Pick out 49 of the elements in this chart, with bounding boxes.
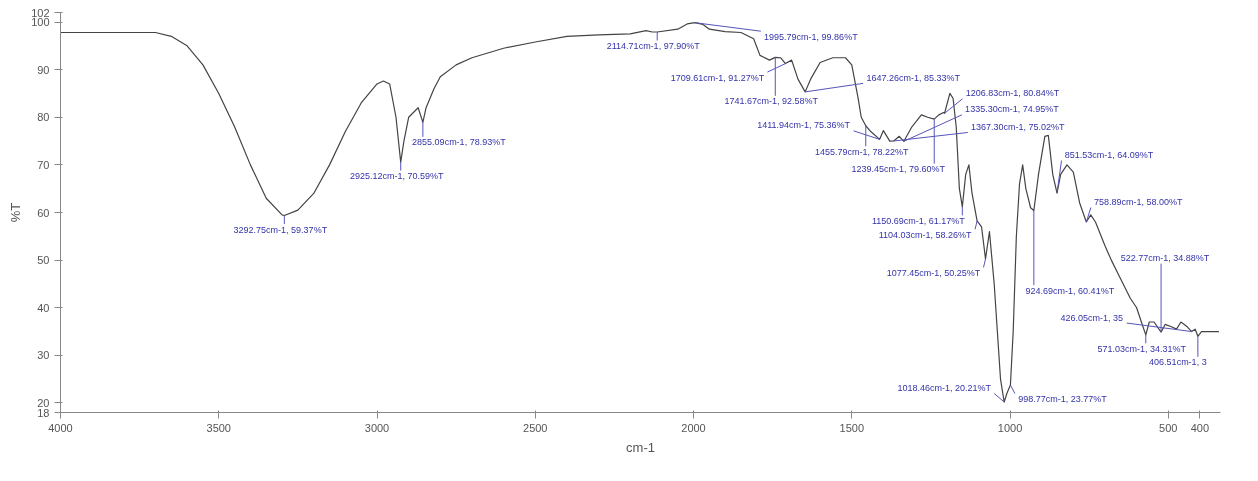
annotation: 998.77cm-1, 23.77%T xyxy=(1018,394,1108,405)
annotation: 1455.79cm-1, 78.22%T xyxy=(814,146,910,157)
y-tick-label: 90 xyxy=(37,63,50,76)
x-tick-label: 1500 xyxy=(839,421,865,434)
y-tick-label: 102 xyxy=(31,6,50,19)
x-tick-label: 500 xyxy=(1159,421,1178,434)
annotation: 1367.30cm-1, 75.02%T xyxy=(970,121,1066,132)
annotation: 758.89cm-1, 58.00%T xyxy=(1094,197,1184,208)
annotation: 1741.67cm-1, 92.58%T xyxy=(724,96,819,107)
annotation: 2925.12cm-1, 70.59%T xyxy=(349,171,444,182)
x-tick-label: 400 xyxy=(1190,421,1210,434)
annotation: 924.69cm-1, 60.41%T xyxy=(1025,285,1115,296)
annotation: 1647.26cm-1, 85.33%T xyxy=(866,72,961,83)
y-tick-label: 30 xyxy=(37,349,50,362)
x-tick-label: 3000 xyxy=(364,421,390,434)
x-tick-label: 3500 xyxy=(206,421,231,434)
annotation: 1335.30cm-1, 74.95%T xyxy=(965,104,1060,115)
y-tick-label: 20 xyxy=(37,396,50,409)
x-tick-label: 4000 xyxy=(48,421,73,434)
annotation: 851.53cm-1, 64.09%T xyxy=(1064,150,1154,161)
y-axis-title: %T xyxy=(8,202,24,223)
annotation: 1150.69cm-1, 61.17%T xyxy=(871,215,966,226)
y-tick-label: 100 xyxy=(31,16,50,29)
annotation: 1239.45cm-1, 79.60%T xyxy=(851,164,946,175)
annotation: 1411.94cm-1, 75.36%T xyxy=(757,120,851,131)
y-tick-label: 18 xyxy=(37,406,50,419)
annotation: 571.03cm-1, 34.31%T xyxy=(1097,343,1187,354)
annotation: 1995.79cm-1, 99.86%T xyxy=(764,31,859,42)
annotation: 426.05cm-1, 35 xyxy=(1060,312,1123,323)
annotation: 2855.09cm-1, 78.93%T xyxy=(412,137,507,148)
annotation: 3292.75cm-1, 59.37%T xyxy=(233,224,328,235)
annotation: 1018.46cm-1, 20.21%T xyxy=(897,382,992,393)
y-tick-label: 60 xyxy=(37,206,50,219)
y-tick-label: 50 xyxy=(37,254,50,267)
annotation: 406.51cm-1, 3 xyxy=(1149,357,1207,368)
x-tick-label: 1000 xyxy=(997,421,1023,434)
line-series xyxy=(60,22,1220,403)
annotation: 2114.71cm-1, 97.90%T xyxy=(606,41,701,52)
annotation: 1077.45cm-1, 50.25%T xyxy=(886,267,981,278)
y-tick-label: 80 xyxy=(37,111,50,124)
x-tick-label: 2500 xyxy=(523,421,548,434)
x-axis-title: cm-1 xyxy=(626,439,655,455)
x-tick-label: 2000 xyxy=(681,421,706,434)
annotation: 522.77cm-1, 34.88%T xyxy=(1120,253,1210,264)
y-tick-label: 70 xyxy=(37,158,50,171)
annotation: 1104.03cm-1, 58.26%T xyxy=(878,229,973,240)
annotation: 1206.83cm-1, 80.84%T xyxy=(965,88,1060,99)
annotation: 1709.61cm-1, 91.27%T xyxy=(670,72,765,83)
y-tick-label: 40 xyxy=(37,301,50,314)
